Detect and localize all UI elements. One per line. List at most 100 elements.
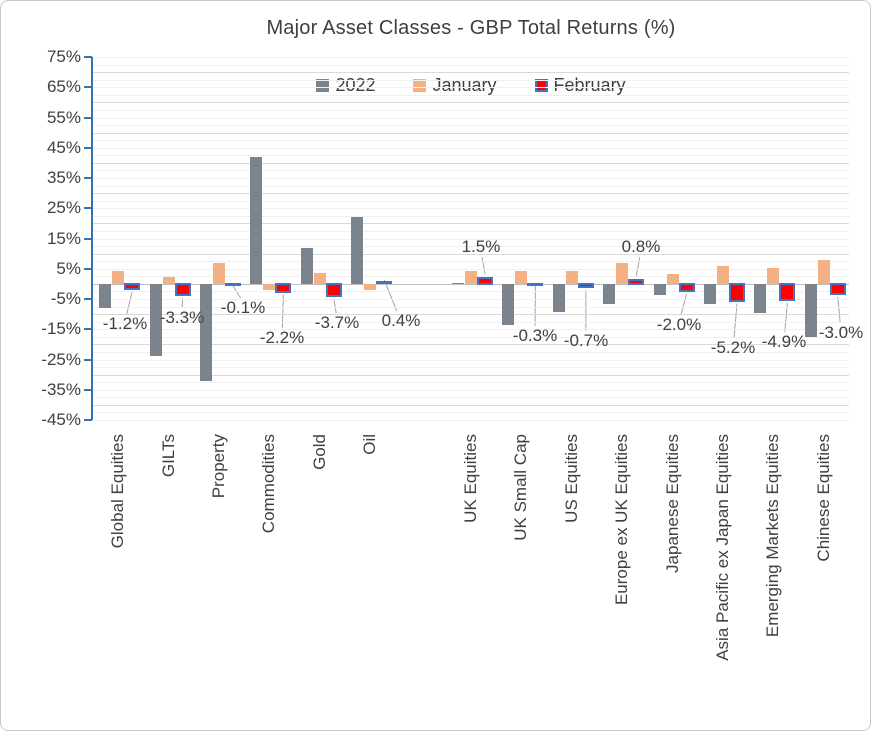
bar-2022-gilts [149,283,162,357]
y-axis-tick [84,116,92,119]
bar-february-emerging-markets-equities [779,282,796,301]
gridline-minor [93,79,849,81]
bar-2022-property [200,283,212,381]
bar-january-property [213,262,225,284]
gridline-minor [93,420,849,421]
y-axis-tick [84,56,92,58]
gridline-major [93,223,849,225]
gridline-minor [93,94,849,96]
gridline-minor [93,299,849,300]
y-axis-label: 75% [46,47,81,66]
data-label-us-equities: -0.7% [563,331,609,350]
bar-january-gilts [162,277,175,284]
bar-2022-us-equities [552,283,565,313]
bar-2022-asia-pacific-ex-japan-equities [704,283,716,305]
data-label-uk-equities: 1.5% [461,237,501,256]
data-label-oil: 0.4% [381,311,421,330]
gridline-minor [93,359,849,361]
bar-2022-europe-ex-uk-equities [603,283,616,305]
y-axis-line [91,57,93,420]
gridline-major [93,253,849,255]
gridline-minor [93,155,849,157]
y-axis-tick [84,388,92,391]
y-axis-label: -5% [50,289,81,308]
gridline-minor [93,117,849,119]
bar-2022-emerging-markets-equities [754,283,767,314]
data-label-leader-line [126,291,133,315]
y-axis-tick [84,86,92,89]
data-label-japanese-equities: -2.0% [656,315,702,334]
gridline-minor [93,321,849,323]
bar-january-chinese-equities [817,259,830,284]
bar-february-commodities [275,282,292,293]
bar-february-uk-small-cap [527,282,544,286]
gridline-minor [93,200,849,202]
category-label-asia-pacific-ex-japan-equities: Asia Pacific ex Japan Equities [713,434,732,661]
gridline-minor [93,291,849,293]
y-axis-tick [84,207,92,210]
bar-february-chinese-equities [829,282,846,295]
bar-january-gold [313,273,326,284]
category-label-commodities: Commodities [259,434,279,534]
legend-item-2022: 2022 [316,75,375,96]
category-label-oil: Oil [360,434,380,455]
y-axis-label: 35% [46,168,81,187]
data-label-leader-line [680,293,688,316]
bar-january-japanese-equities [666,273,679,284]
data-label-property: -0.1% [220,298,266,317]
y-axis-label: -35% [41,379,81,399]
gridline-minor [93,382,849,384]
gridline-minor [93,389,849,391]
data-label-leader-line [837,296,841,324]
y-axis-label: 25% [46,198,81,218]
gridline-minor [93,367,849,369]
bar-february-us-equities [577,282,594,288]
y-axis-label: 5% [56,258,81,278]
gridline-minor [93,208,849,210]
y-axis-label: 15% [46,228,81,248]
gridline-minor [93,351,849,353]
data-label-global-equities: -1.2% [102,314,148,333]
gridline-minor [93,140,849,142]
category-label-emerging-markets-equities: Emerging Markets Equities [763,434,783,638]
data-label-emerging-markets-equities: -4.9% [761,332,807,351]
category-label-global-equities: Global Equities [108,434,128,549]
bar-february-gilts [174,282,191,296]
y-axis-tick [84,419,92,421]
y-axis-label: 65% [46,77,81,97]
data-label-chinese-equities: -3.0% [818,323,864,342]
legend-label: February [553,75,626,95]
gridline-major [93,102,849,104]
gridline-minor [93,178,849,179]
bar-january-global-equities [112,270,125,284]
gridline-minor [93,147,849,149]
y-axis-tick [84,146,92,149]
bar-2022-oil [351,217,364,284]
category-label-uk-equities: UK Equities [461,434,480,523]
y-axis-tick [84,358,92,361]
gridline-major [93,344,849,346]
gridline-major [93,72,849,74]
category-label-europe-ex-uk-equities: Europe ex UK Equities [612,434,632,606]
bar-february-uk-equities [477,277,493,285]
category-label-uk-small-cap: UK Small Cap [511,434,531,541]
legend-item-january: January [413,75,497,96]
bar-february-property [225,282,241,286]
gridline-minor [93,397,849,399]
data-label-uk-small-cap: -0.3% [512,326,558,345]
gridline-minor [93,261,849,263]
legend-label: 2022 [335,75,376,95]
data-label-gold: -3.7% [314,313,360,332]
bar-2022-gold [300,247,313,284]
gridline-minor [93,336,849,338]
gridline-minor [93,230,849,232]
bar-january-commodities [263,283,276,291]
category-label-chinese-equities: Chinese Equities [813,434,833,562]
legend-swatch-february [534,79,548,92]
gridline-minor [93,185,849,187]
gridline-major [93,132,849,134]
chart-legend: 2022 January February [93,75,849,96]
data-label-asia-pacific-ex-japan-equities: -5.2% [710,338,756,357]
gridline-minor [93,170,849,172]
